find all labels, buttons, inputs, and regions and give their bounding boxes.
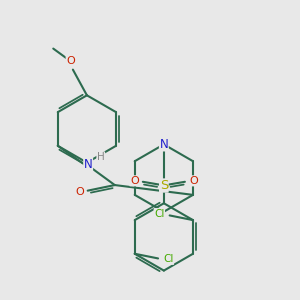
Text: Cl: Cl (163, 254, 174, 264)
Text: O: O (130, 176, 139, 186)
Text: H: H (97, 152, 105, 162)
Text: N: N (84, 158, 92, 171)
Text: S: S (160, 179, 168, 192)
Text: O: O (66, 56, 75, 66)
Text: N: N (160, 138, 168, 151)
Text: Cl: Cl (154, 208, 164, 219)
Text: O: O (75, 187, 84, 196)
Text: O: O (189, 176, 198, 186)
